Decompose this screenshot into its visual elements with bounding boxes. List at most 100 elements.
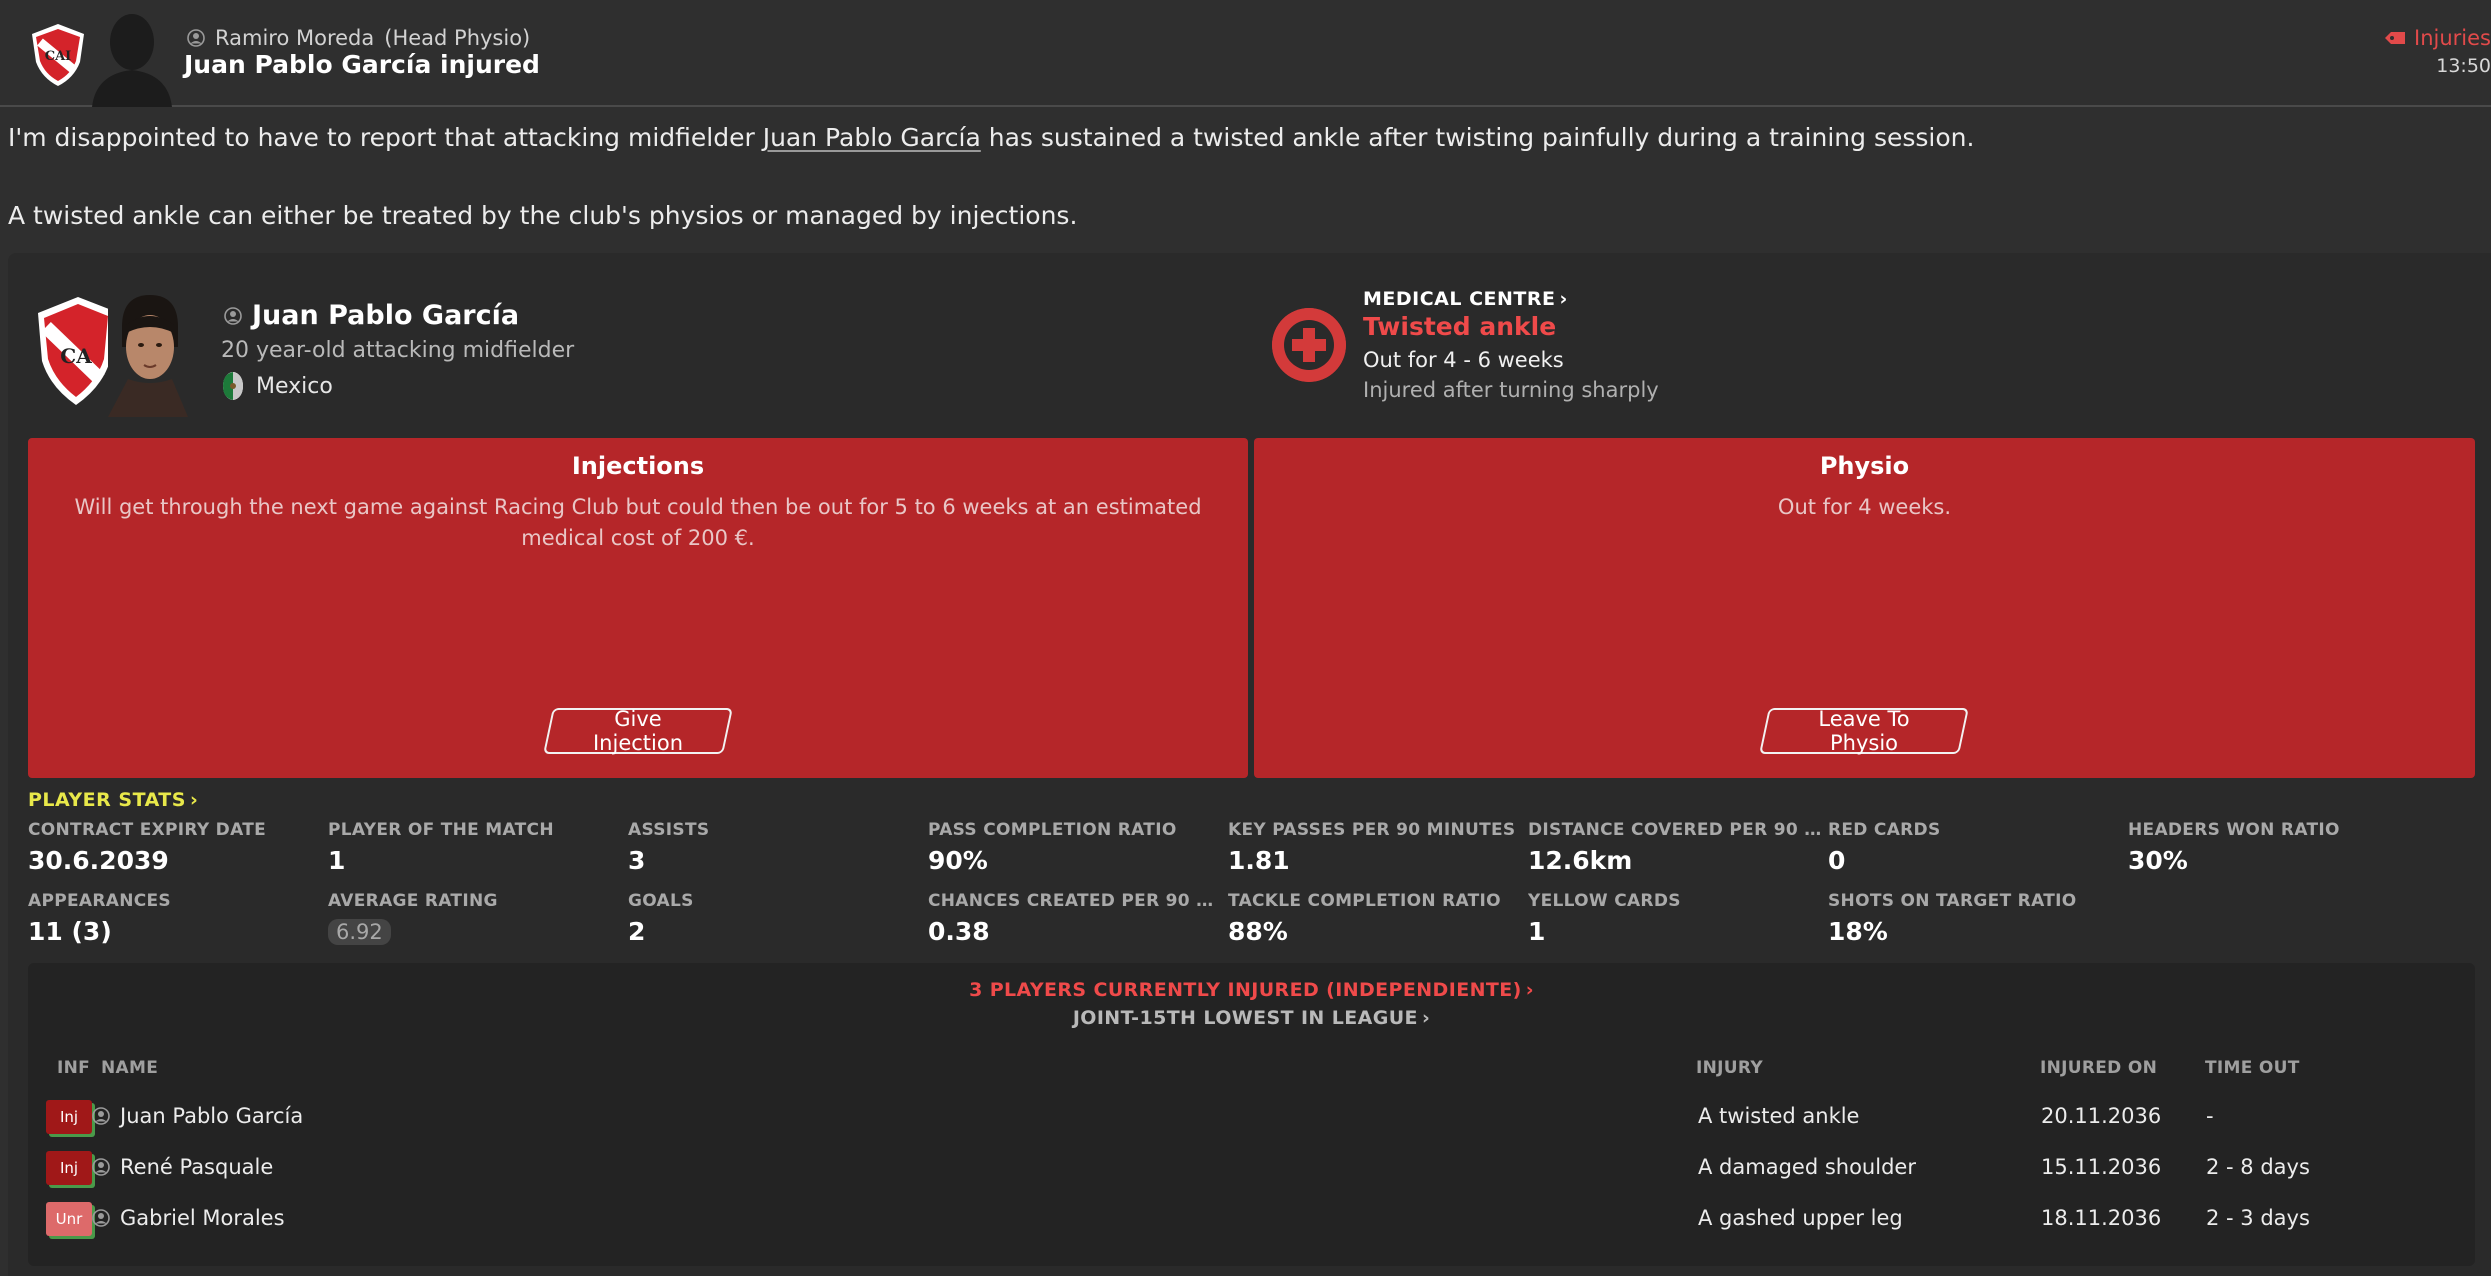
stat-distance-covered: DISTANCE COVERED PER 90 MI... 12.6km xyxy=(1528,820,1824,875)
message-subject: Juan Pablo García injured xyxy=(184,50,540,79)
nationality-text[interactable]: Mexico xyxy=(256,373,333,399)
stat-label: TACKLE COMPLETION RATIO xyxy=(1228,891,1501,911)
player-description: 20 year-old attacking midfielder xyxy=(221,338,575,363)
stat-value: 88% xyxy=(1228,917,1288,946)
injury-status-badge: Unr xyxy=(46,1202,92,1236)
row-player-name[interactable]: Gabriel Morales xyxy=(120,1206,285,1230)
player-nationality[interactable]: Mexico xyxy=(222,371,333,401)
person-icon xyxy=(92,1158,110,1176)
row-player[interactable]: René Pasquale xyxy=(92,1155,273,1179)
stat-label: ASSISTS xyxy=(628,820,710,840)
medical-centre-link[interactable]: MEDICAL CENTRE › xyxy=(1363,288,1568,310)
injury-status-badge: Inj xyxy=(46,1100,92,1134)
person-icon xyxy=(224,306,242,325)
injections-text: Will get through the next game against R… xyxy=(74,495,1202,550)
sender-line[interactable]: Ramiro Moreda (Head Physio) xyxy=(187,26,530,50)
injury-note: Injured after turning sharply xyxy=(1363,378,1659,402)
club-crest-large-icon: CA xyxy=(38,297,114,405)
row-player[interactable]: Gabriel Morales xyxy=(92,1206,285,1230)
stat-value: 30% xyxy=(2128,846,2188,875)
column-header-name[interactable]: NAME xyxy=(101,1058,159,1078)
table-row[interactable]: Unr Gabriel Morales A gashed upper leg 1… xyxy=(28,1196,2475,1244)
mexico-flag-icon xyxy=(223,372,243,400)
row-player-name[interactable]: René Pasquale xyxy=(120,1155,274,1179)
give-injection-label: Give Injection xyxy=(592,707,684,755)
injuries-tag[interactable]: Injuries xyxy=(2384,26,2491,50)
stat-value: 30.6.2039 xyxy=(28,846,169,875)
medical-centre-label[interactable]: MEDICAL CENTRE xyxy=(1363,288,1556,310)
row-injury: A twisted ankle xyxy=(1698,1104,1860,1128)
svg-text:CA: CA xyxy=(60,344,92,368)
row-time-out: 2 - 3 days xyxy=(2206,1206,2310,1230)
stat-label: GOALS xyxy=(628,891,694,911)
player-stats-link[interactable]: PLAYER STATS › xyxy=(28,789,198,811)
player-stats-label[interactable]: PLAYER STATS xyxy=(28,789,186,811)
league-rank-label[interactable]: JOINT-15TH LOWEST IN LEAGUE xyxy=(1072,1007,1418,1029)
stat-average-rating: AVERAGE RATING 6.92 xyxy=(328,891,624,945)
stat-tackle-completion: TACKLE COMPLETION RATIO 88% xyxy=(1228,891,1524,946)
stat-label: DISTANCE COVERED PER 90 MI... xyxy=(1528,820,1824,840)
stat-value: 0 xyxy=(1828,846,1846,875)
stat-red-cards: RED CARDS 0 xyxy=(1828,820,2124,875)
injections-option-panel: Injections Will get through the next gam… xyxy=(28,438,1248,778)
stat-shots-on-target: SHOTS ON TARGET RATIO 18% xyxy=(1828,891,2124,946)
row-time-out: 2 - 8 days xyxy=(2206,1155,2310,1179)
row-injured-on: 20.11.2036 xyxy=(2041,1104,2162,1128)
message-header xyxy=(0,0,2491,107)
stat-label: HEADERS WON RATIO xyxy=(2128,820,2340,840)
stat-value: 12.6km xyxy=(1528,846,1633,875)
player-name[interactable]: Juan Pablo García xyxy=(224,300,519,331)
chevron-right-icon: › xyxy=(1525,979,1534,1001)
league-rank-link[interactable]: JOINT-15TH LOWEST IN LEAGUE › xyxy=(28,1007,2475,1029)
physio-option-panel: Physio Out for 4 weeks. Leave To Physio xyxy=(1254,438,2475,778)
table-row[interactable]: Inj Juan Pablo García A twisted ankle 20… xyxy=(28,1094,2475,1142)
stat-pass-completion: PASS COMPLETION RATIO 90% xyxy=(928,820,1224,875)
stat-key-passes: KEY PASSES PER 90 MINUTES 1.81 xyxy=(1228,820,1524,875)
row-player[interactable]: Juan Pablo García xyxy=(92,1104,303,1128)
physio-title: Physio xyxy=(1819,452,1910,480)
stat-label: YELLOW CARDS xyxy=(1528,891,1681,911)
person-icon xyxy=(92,1107,110,1125)
player-name-text[interactable]: Juan Pablo García xyxy=(252,300,520,331)
column-header-injured-on[interactable]: INJURED ON xyxy=(2040,1058,2158,1078)
chevron-right-icon: › xyxy=(1559,288,1568,310)
stat-value: 11 (3) xyxy=(28,917,112,946)
stat-value: 18% xyxy=(1828,917,1888,946)
injury-duration: Out for 4 - 6 weeks xyxy=(1363,348,1564,372)
stat-yellow-cards: YELLOW CARDS 1 xyxy=(1528,891,1824,946)
sender-role: (Head Physio) xyxy=(384,26,531,50)
person-icon xyxy=(187,29,205,47)
chevron-right-icon: › xyxy=(189,789,199,811)
column-header-injury[interactable]: INJURY xyxy=(1696,1058,1763,1078)
stat-value: 2 xyxy=(628,917,646,946)
row-player-name[interactable]: Juan Pablo García xyxy=(120,1104,304,1128)
injured-count-link[interactable]: 3 PLAYERS CURRENTLY INJURED (INDEPENDIEN… xyxy=(28,979,2475,1001)
physio-text: Out for 4 weeks. xyxy=(1777,495,1952,519)
stat-label: PASS COMPLETION RATIO xyxy=(928,820,1177,840)
para1-after: has sustained a twisted ankle after twis… xyxy=(980,123,1975,152)
stat-label: PLAYER OF THE MATCH xyxy=(328,820,554,840)
leave-to-physio-label: Leave To Physio xyxy=(1818,707,1910,755)
sender-name[interactable]: Ramiro Moreda xyxy=(215,26,375,50)
player-photo[interactable] xyxy=(108,287,188,417)
stat-label: AVERAGE RATING xyxy=(328,891,498,911)
injured-count-label[interactable]: 3 PLAYERS CURRENTLY INJURED (INDEPENDIEN… xyxy=(969,979,1522,1001)
sender-avatar[interactable] xyxy=(86,8,178,107)
stat-appearances: APPEARANCES 11 (3) xyxy=(28,891,324,946)
club-crest-icon: CAI xyxy=(32,24,84,86)
player-link[interactable]: Juan Pablo García xyxy=(762,123,981,152)
stat-label: KEY PASSES PER 90 MINUTES xyxy=(1228,820,1516,840)
injury-name: Twisted ankle xyxy=(1363,312,1557,341)
message-paragraph-1: I'm disappointed to have to report that … xyxy=(8,123,1974,152)
person-icon xyxy=(92,1209,110,1227)
tag-icon xyxy=(2385,32,2406,44)
stat-value: 1.81 xyxy=(1228,846,1290,875)
column-header-inf[interactable]: INF xyxy=(57,1058,91,1078)
row-injured-on: 15.11.2036 xyxy=(2041,1155,2162,1179)
column-header-time-out[interactable]: TIME OUT xyxy=(2205,1058,2300,1078)
stat-player-of-match: PLAYER OF THE MATCH 1 xyxy=(328,820,624,875)
leave-to-physio-button[interactable]: Leave To Physio xyxy=(1759,707,1969,755)
give-injection-button[interactable]: Give Injection xyxy=(543,707,733,755)
para1-before: I'm disappointed to have to report that … xyxy=(8,123,763,152)
table-row[interactable]: Inj René Pasquale A damaged shoulder 15.… xyxy=(28,1145,2475,1193)
